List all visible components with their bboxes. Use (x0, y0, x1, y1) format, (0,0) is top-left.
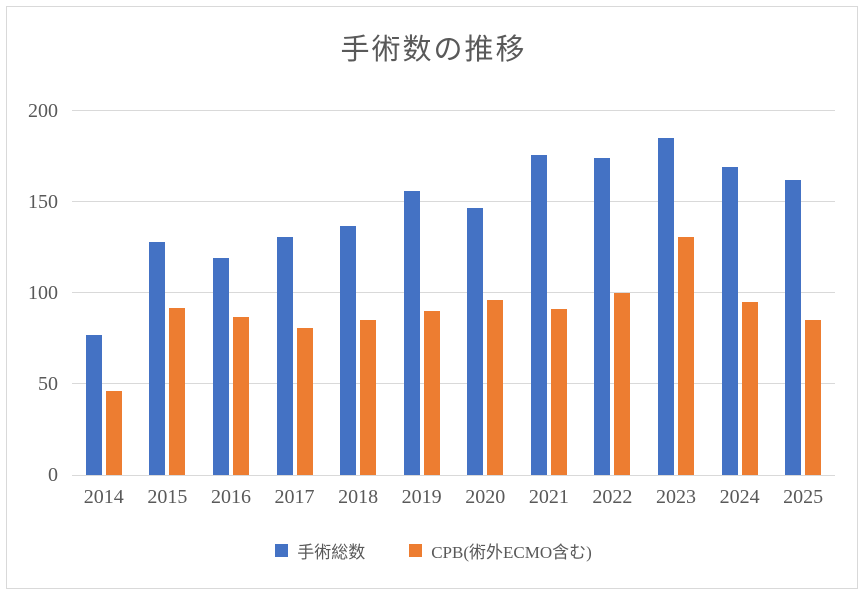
chart-border-frame (6, 6, 858, 589)
bar-手術総数-2015 (149, 242, 166, 475)
x-tick-label-2017: 2017 (274, 486, 315, 508)
bar-CPB(術外ECMO含む)-2018 (360, 320, 377, 475)
bar-group-2020 (453, 111, 517, 475)
x-tick-label-2015: 2015 (147, 486, 188, 508)
x-tick-label-2023: 2023 (655, 486, 696, 508)
plot-area (72, 110, 835, 476)
bar-groups (72, 111, 835, 475)
x-tick-label-2014: 2014 (83, 486, 124, 508)
y-tick-label-100: 100 (28, 282, 58, 304)
bar-group-2022 (581, 111, 645, 475)
bar-CPB(術外ECMO含む)-2025 (805, 320, 822, 475)
x-tick-label-2024: 2024 (719, 486, 760, 508)
bar-手術総数-2014 (85, 334, 102, 475)
legend-item-cpb: CPB(術外ECMO含む) (409, 538, 592, 563)
bar-手術総数-2018 (340, 225, 357, 475)
bar-手術総数-2020 (467, 207, 484, 475)
bar-CPB(術外ECMO含む)-2016 (232, 316, 249, 475)
bar-group-2018 (326, 111, 390, 475)
gridline-y-200 (72, 110, 835, 111)
x-tick-label-2018: 2018 (338, 486, 379, 508)
chart-legend: 手術総数 CPB(術外ECMO含む) (0, 538, 867, 563)
legend-swatch-blue-icon (275, 544, 289, 557)
bar-group-2021 (517, 111, 581, 475)
bar-group-2017 (263, 111, 327, 475)
legend-swatch-orange-icon (409, 544, 423, 557)
bar-手術総数-2016 (212, 258, 229, 475)
gridline-y-50 (72, 383, 835, 384)
bar-group-2025 (771, 111, 835, 475)
bar-group-2014 (72, 111, 136, 475)
x-tick-label-2022: 2022 (592, 486, 633, 508)
bar-手術総数-2022 (594, 158, 611, 475)
bar-group-2023 (644, 111, 708, 475)
bar-手術総数-2019 (403, 191, 420, 475)
gridline-y-150 (72, 201, 835, 202)
bar-CPB(術外ECMO含む)-2014 (105, 391, 122, 475)
bar-手術総数-2023 (657, 138, 674, 475)
chart-title: 手術数の推移 (340, 34, 527, 66)
bar-CPB(術外ECMO含む)-2020 (487, 300, 504, 475)
bar-手術総数-2025 (785, 180, 802, 475)
bar-手術総数-2017 (276, 236, 293, 475)
legend-label-cpb: CPB(術外ECMO含む) (431, 543, 592, 562)
gridline-y-0 (72, 475, 835, 476)
bar-CPB(術外ECMO含む)-2022 (614, 293, 631, 475)
gridline-y-100 (72, 292, 835, 293)
legend-item-surgery-total: 手術総数 (275, 538, 365, 563)
y-tick-label-0: 0 (48, 464, 58, 486)
x-tick-label-2019: 2019 (401, 486, 442, 508)
x-axis-tick-labels: 2014 2015 2016 2017 2018 2019 2020 2021 2022 2023… (72, 486, 835, 509)
bar-CPB(術外ECMO含む)-2021 (550, 309, 567, 475)
bar-group-2016 (199, 111, 263, 475)
y-tick-label-200: 200 (28, 100, 58, 122)
bar-CPB(術外ECMO含む)-2023 (677, 236, 694, 475)
bar-CPB(術外ECMO含む)-2024 (741, 302, 758, 475)
y-tick-label-50: 50 (38, 373, 58, 395)
bar-手術総数-2024 (721, 167, 738, 475)
bar-CPB(術外ECMO含む)-2015 (169, 307, 186, 475)
bar-CPB(術外ECMO含む)-2019 (423, 311, 440, 475)
legend-label-surgery-total: 手術総数 (297, 543, 366, 562)
x-tick-label-2020: 2020 (465, 486, 506, 508)
x-tick-label-2016: 2016 (210, 486, 251, 508)
bar-group-2024 (708, 111, 772, 475)
x-tick-label-2025: 2025 (783, 486, 824, 508)
x-tick-label-2021: 2021 (528, 486, 569, 508)
bar-group-2019 (390, 111, 454, 475)
y-tick-label-150: 150 (28, 191, 58, 213)
bar-手術総数-2021 (530, 154, 547, 475)
bar-group-2015 (136, 111, 200, 475)
bar-CPB(術外ECMO含む)-2017 (296, 327, 313, 475)
